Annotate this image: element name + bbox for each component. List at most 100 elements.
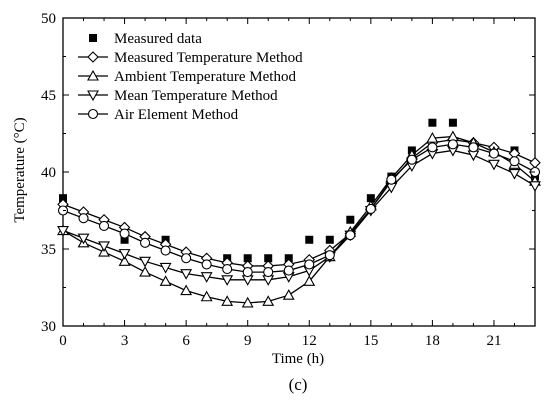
legend-marker	[87, 69, 99, 81]
data-point	[262, 295, 275, 306]
data-point	[98, 220, 110, 231]
data-point	[426, 131, 439, 143]
data-point	[488, 159, 500, 171]
data-point	[180, 269, 193, 280]
data-point	[201, 259, 212, 270]
series-layer	[57, 118, 541, 308]
data-point	[222, 263, 233, 275]
data-point	[200, 272, 213, 283]
data-point	[468, 142, 479, 153]
y-tick-label: 40	[41, 165, 56, 181]
y-tick-label: 35	[41, 242, 56, 258]
data-point	[181, 253, 192, 264]
data-point	[221, 295, 234, 306]
legend-entry-3: Ambient Temperature Method	[78, 69, 296, 85]
data-point	[303, 275, 316, 286]
data-point	[139, 256, 152, 268]
x-tick-label: 21	[486, 333, 501, 349]
data-point	[241, 296, 254, 308]
legend-label: Mean Temperature Method	[114, 88, 278, 104]
y-axis-label: Temperature (°C)	[12, 117, 28, 222]
data-point	[118, 249, 131, 260]
data-point	[119, 228, 130, 239]
data-point	[304, 259, 315, 270]
series-5	[57, 139, 541, 278]
data-point	[324, 250, 335, 261]
data-point	[529, 181, 541, 192]
data-point	[120, 235, 129, 244]
data-point	[346, 215, 355, 224]
data-point	[140, 237, 151, 248]
data-point	[242, 267, 253, 278]
legend-marker	[89, 34, 97, 42]
axes: 0 3 6 9 12 15 18 21 30 35 40 45 50	[41, 11, 535, 349]
data-point	[159, 262, 172, 274]
series-line	[62, 149, 536, 281]
data-point	[386, 174, 397, 185]
legend-label: Measured data	[114, 31, 202, 47]
legend-entry-5: Air Element Method	[78, 107, 239, 123]
data-point	[406, 154, 417, 165]
data-point	[264, 254, 273, 263]
data-point	[77, 233, 90, 245]
data-point	[447, 139, 458, 150]
data-point	[159, 275, 172, 286]
data-point	[221, 275, 234, 286]
legend-label: Measured Temperature Method	[114, 50, 303, 66]
x-tick-label: 15	[363, 333, 378, 349]
series-2	[57, 133, 541, 272]
y-tick-label: 45	[41, 88, 56, 104]
series-line	[62, 135, 536, 304]
data-point	[488, 148, 500, 159]
data-point	[57, 225, 69, 237]
data-point	[366, 194, 375, 203]
legend-marker	[87, 51, 99, 63]
legend-marker	[87, 90, 99, 102]
x-axis-label: Time (h)	[272, 351, 324, 367]
data-point	[365, 203, 376, 215]
data-point	[427, 142, 438, 153]
y-tick-label: 50	[41, 11, 56, 27]
data-point	[467, 150, 480, 162]
legend: Measured data Measured Temperature Method…	[78, 31, 303, 123]
data-point	[200, 290, 213, 302]
data-point	[78, 213, 89, 224]
y-tick-label: 30	[41, 319, 56, 335]
data-point	[180, 284, 193, 296]
x-tick-label: 0	[59, 333, 67, 349]
x-tick-label: 6	[182, 333, 190, 349]
data-point	[284, 254, 293, 263]
legend-label: Air Element Method	[114, 107, 239, 123]
series-line	[62, 139, 536, 267]
data-point	[509, 156, 520, 167]
legend-entry-4: Mean Temperature Method	[78, 88, 278, 104]
x-tick-label: 18	[425, 333, 440, 349]
data-point	[118, 255, 131, 266]
legend-label: Ambient Temperature Method	[114, 69, 296, 85]
x-tick-label: 12	[302, 333, 317, 349]
data-point	[98, 241, 110, 253]
data-point	[305, 235, 314, 244]
data-point	[59, 194, 67, 203]
data-point	[325, 235, 334, 244]
series-line	[62, 143, 536, 273]
data-point	[160, 245, 171, 256]
data-point	[446, 130, 459, 142]
x-tick-label: 3	[121, 333, 129, 349]
x-tick-label: 9	[244, 333, 252, 349]
data-point	[282, 289, 295, 300]
data-point	[448, 118, 457, 127]
legend-marker	[87, 108, 99, 120]
data-point	[243, 254, 252, 263]
legend-entry-1: Measured data	[89, 31, 202, 47]
data-point	[263, 267, 274, 278]
data-point	[428, 118, 437, 127]
data-point	[508, 168, 521, 180]
figure-caption: (c)	[289, 375, 308, 394]
data-point	[529, 156, 541, 169]
data-point	[345, 230, 356, 241]
data-point	[139, 265, 152, 277]
data-point	[283, 265, 294, 276]
legend-entry-2: Measured Temperature Method	[78, 50, 303, 66]
